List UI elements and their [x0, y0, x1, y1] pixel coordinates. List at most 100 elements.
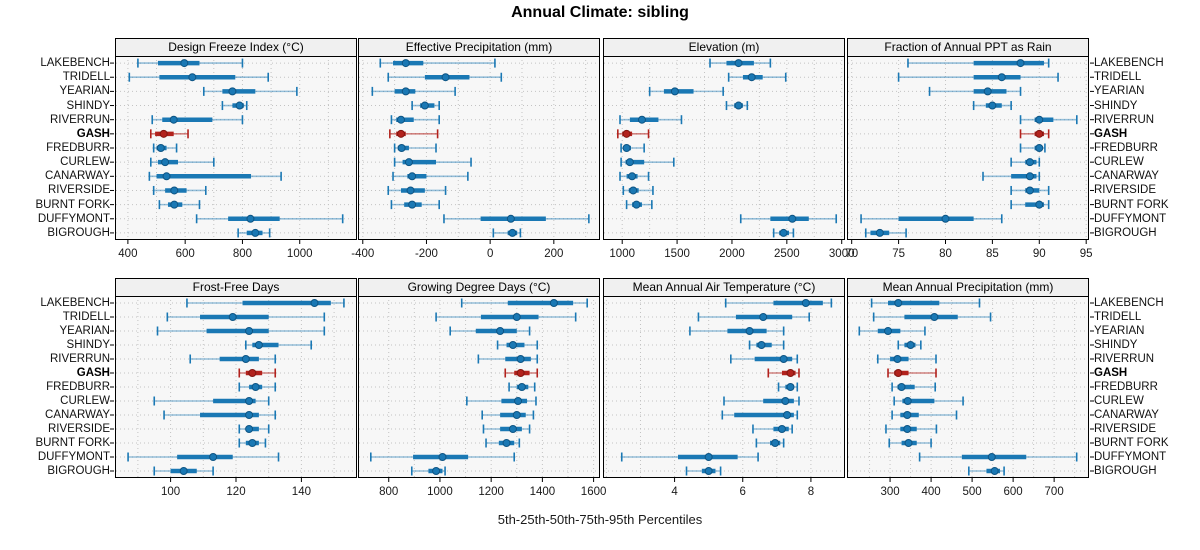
- axis-tick-label: 800: [233, 248, 252, 260]
- site-label-left: RIVERRUN: [49, 353, 110, 365]
- site-label-right: SHINDY: [1094, 99, 1138, 112]
- median-dot: [745, 327, 754, 335]
- percentile-row: [1019, 115, 1078, 125]
- site-label-left: TRIDELL: [62, 311, 110, 323]
- median-dot: [897, 383, 906, 391]
- percentile-row: [723, 396, 800, 406]
- axis-tick-label: 80: [939, 248, 952, 260]
- median-dot: [514, 397, 523, 405]
- median-dot: [779, 228, 788, 237]
- median-dot: [420, 101, 429, 110]
- median-dot: [941, 214, 950, 223]
- site-label-left: TRIDELL: [62, 71, 110, 84]
- median-dot: [903, 411, 912, 419]
- site-label-left: CANARWAY: [45, 409, 110, 421]
- median-dot: [884, 327, 893, 335]
- percentile-row: [772, 228, 795, 238]
- percentile-row: [158, 200, 201, 210]
- panel-strip: Mean Annual Precipitation (mm): [847, 278, 1089, 296]
- axis-tick-label: 1200: [478, 486, 504, 498]
- percentile-row: [128, 72, 270, 82]
- median-dot: [777, 425, 786, 433]
- median-dot: [508, 341, 517, 349]
- percentile-row: [149, 129, 189, 139]
- median-dot: [396, 129, 405, 138]
- percentile-row: [151, 115, 244, 125]
- median-dot: [228, 313, 237, 321]
- percentile-row: [725, 101, 749, 111]
- plot-svg: 4 6 8: [603, 296, 845, 498]
- percentile-row: [777, 382, 799, 392]
- axis-tick-label: -400: [351, 248, 374, 260]
- site-label-left: CANARWAY: [45, 170, 110, 183]
- percentile-row: [622, 185, 654, 195]
- percentile-row: [860, 214, 1003, 224]
- median-dot: [502, 439, 511, 447]
- percentile-row: [887, 368, 937, 378]
- percentile-row: [685, 466, 722, 476]
- axis-tick-label: 2500: [774, 248, 800, 260]
- site-label-left: LAKEBENCH: [40, 297, 110, 309]
- percentile-row: [891, 382, 936, 392]
- percentile-row: [390, 200, 440, 210]
- site-label-left: GASH: [76, 127, 110, 140]
- axis-tick-label: 140: [292, 486, 311, 498]
- percentile-row: [620, 452, 759, 462]
- median-dot: [251, 228, 260, 237]
- median-dot: [408, 172, 417, 181]
- percentile-row: [202, 86, 298, 96]
- median-dot: [988, 101, 997, 110]
- plot-svg: 300 400 500 600 700: [847, 296, 1094, 498]
- median-dot: [704, 467, 713, 475]
- median-dot: [1035, 200, 1044, 209]
- percentile-row: [393, 157, 472, 167]
- site-label-left: BURNT FORK: [35, 437, 110, 449]
- median-dot: [786, 369, 795, 377]
- site-label-left: BIGROUGH: [47, 465, 110, 477]
- site-label-left: DUFFYMONT: [37, 212, 110, 225]
- panel: Mean Annual Precipitation (mm) 300 400 500 6…: [847, 278, 1094, 504]
- percentile-row: [730, 354, 799, 364]
- median-dot: [401, 87, 410, 96]
- percentile-row: [485, 438, 521, 448]
- median-dot: [801, 299, 810, 307]
- median-dot: [747, 73, 756, 82]
- panel-strip: Elevation (m): [603, 38, 845, 56]
- site-label-left: YEARIAN: [59, 325, 111, 337]
- median-dot: [245, 327, 254, 335]
- percentile-row: [153, 466, 214, 476]
- axis-tick-label: 500: [963, 486, 982, 498]
- site-label-right: RIVERSIDE: [1094, 184, 1156, 197]
- percentile-row: [907, 58, 1050, 68]
- percentile-row: [390, 115, 440, 125]
- percentile-row: [238, 382, 277, 392]
- median-dot: [903, 425, 912, 433]
- panel: Frost-Free Days 100 120 140: [110, 278, 357, 504]
- median-dot: [670, 87, 679, 96]
- percentile-row: [968, 466, 1005, 476]
- site-label-right: RIVERRUN: [1094, 353, 1155, 365]
- percentile-row: [872, 312, 992, 322]
- percentile-row: [620, 157, 675, 167]
- panel-title: Design Freeze Index (°C): [168, 40, 304, 54]
- percentile-row: [767, 368, 800, 378]
- median-dot: [512, 313, 521, 321]
- panel-title: Effective Precipitation (mm): [405, 40, 553, 54]
- percentile-row: [697, 312, 811, 322]
- median-dot: [786, 383, 795, 391]
- site-label-right: DUFFYMONT: [1094, 451, 1167, 463]
- percentile-row: [1010, 185, 1050, 195]
- percentile-row: [885, 424, 938, 434]
- panel: Elevation (m) 1000 1500 2000 2500 3000: [603, 38, 855, 266]
- figure-title: Annual Climate: sibling: [511, 4, 689, 21]
- panel-title: Mean Annual Air Temperature (°C): [632, 280, 816, 294]
- percentile-row: [460, 298, 588, 308]
- percentile-row: [370, 452, 516, 462]
- axis-tick-label: 400: [118, 248, 137, 260]
- median-dot: [508, 425, 517, 433]
- x-axis: 100 120 140: [161, 478, 311, 498]
- median-dot: [161, 158, 170, 167]
- percentile-row: [379, 58, 496, 68]
- median-dot: [170, 200, 179, 209]
